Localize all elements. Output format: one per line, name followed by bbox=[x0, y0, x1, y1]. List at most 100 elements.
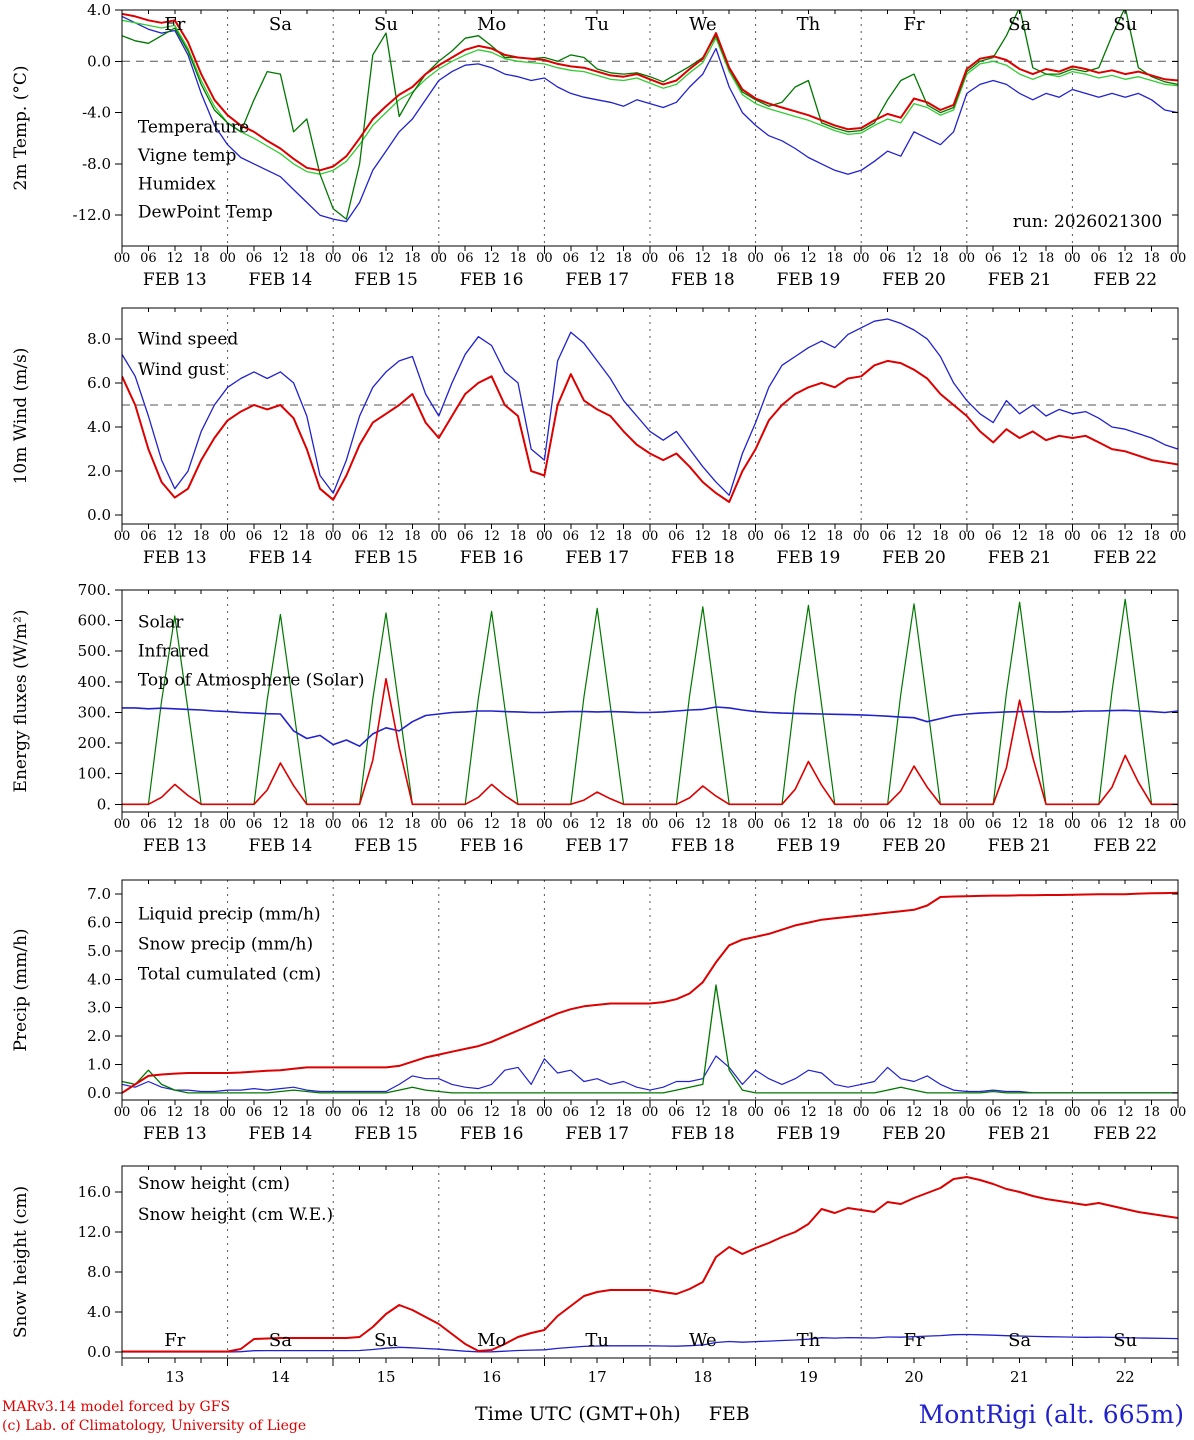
svg-text:FEB 17: FEB 17 bbox=[565, 1124, 629, 1144]
svg-text:06: 06 bbox=[563, 1105, 580, 1120]
svg-text:18: 18 bbox=[193, 817, 210, 832]
svg-text:06: 06 bbox=[879, 251, 896, 266]
svg-text:12: 12 bbox=[800, 1105, 817, 1120]
svg-text:06: 06 bbox=[140, 251, 157, 266]
svg-text:18: 18 bbox=[932, 1105, 949, 1120]
date-labels: FEB 13 FEB 14 FEB 15 FEB 16 FEB 17 FEB 18 FEB … bbox=[143, 1124, 1157, 1144]
svg-text:12: 12 bbox=[483, 817, 500, 832]
svg-text:06: 06 bbox=[351, 817, 368, 832]
svg-text:18: 18 bbox=[1038, 251, 1055, 266]
svg-text:12: 12 bbox=[272, 817, 289, 832]
hour-labels: 00 06 12 18 00 06 12 18 00 06 12 18 00 06 12 18 00 06 12 18… bbox=[114, 529, 1187, 544]
svg-text:12: 12 bbox=[167, 529, 184, 544]
svg-text:FEB 13: FEB 13 bbox=[143, 270, 207, 290]
svg-text:-4.0: -4.0 bbox=[82, 104, 111, 122]
svg-text:12.0: 12.0 bbox=[78, 1223, 111, 1241]
snow-height-panel: 0.0 4.0 8.0 12.0 16.0 13 14 15 16 17 18 19 20 21 22 Fr S… bbox=[11, 1165, 1179, 1386]
svg-text:FEB 20: FEB 20 bbox=[882, 1124, 946, 1144]
svg-text:Th: Th bbox=[797, 1330, 821, 1351]
svg-text:00: 00 bbox=[114, 817, 131, 832]
svg-text:12: 12 bbox=[483, 1105, 500, 1120]
svg-text:06: 06 bbox=[140, 1105, 157, 1120]
energy-flux-panel: 0.100.200.300.400.500.600.700.00 06 12 18 00… bbox=[11, 581, 1187, 856]
svg-text:00: 00 bbox=[853, 251, 870, 266]
svg-text:Sa: Sa bbox=[1008, 1330, 1031, 1351]
svg-text:00: 00 bbox=[1170, 251, 1187, 266]
svg-text:06: 06 bbox=[457, 1105, 474, 1120]
svg-text:12: 12 bbox=[483, 251, 500, 266]
date-labels: FEB 13 FEB 14 FEB 15 FEB 16 FEB 17 FEB 18 FEB … bbox=[143, 270, 1157, 290]
svg-text:00: 00 bbox=[536, 529, 553, 544]
svg-text:00: 00 bbox=[959, 251, 976, 266]
svg-text:We: We bbox=[689, 1330, 717, 1351]
precip-panel: 0.0 1.0 2.0 3.0 4.0 5.0 6.0 7.0 00 06 12 18 00 06 12 18… bbox=[11, 879, 1186, 1144]
svg-text:FEB 15: FEB 15 bbox=[354, 1124, 418, 1144]
svg-text:2.0: 2.0 bbox=[87, 462, 111, 480]
svg-text:12: 12 bbox=[695, 529, 712, 544]
hour-labels: 00 06 12 18 00 06 12 18 00 06 12 18 00 06 12 18 00 06 12 18… bbox=[114, 251, 1187, 266]
svg-text:12: 12 bbox=[589, 251, 606, 266]
svg-text:700.: 700. bbox=[78, 581, 111, 599]
svg-text:5.0: 5.0 bbox=[87, 942, 111, 960]
svg-text:00: 00 bbox=[114, 529, 131, 544]
svg-text:18: 18 bbox=[404, 1105, 421, 1120]
svg-text:22: 22 bbox=[1116, 1368, 1135, 1386]
svg-text:00: 00 bbox=[1064, 251, 1081, 266]
svg-text:00: 00 bbox=[219, 1105, 236, 1120]
svg-text:FEB 18: FEB 18 bbox=[671, 548, 735, 568]
svg-text:06: 06 bbox=[668, 529, 685, 544]
svg-text:Tu: Tu bbox=[585, 14, 609, 35]
series-wind-speed bbox=[122, 359, 1178, 503]
y-axis-title: 10m Wind (m/s) bbox=[11, 348, 31, 485]
svg-text:Snow precip (mm/h): Snow precip (mm/h) bbox=[138, 935, 313, 955]
svg-text:18: 18 bbox=[510, 529, 527, 544]
svg-text:06: 06 bbox=[140, 817, 157, 832]
svg-text:00: 00 bbox=[431, 251, 448, 266]
svg-text:14: 14 bbox=[271, 1368, 290, 1386]
svg-text:00: 00 bbox=[114, 1105, 131, 1120]
svg-text:12: 12 bbox=[1117, 817, 1134, 832]
svg-text:FEB 19: FEB 19 bbox=[777, 1124, 841, 1144]
svg-text:18: 18 bbox=[1038, 529, 1055, 544]
svg-text:20: 20 bbox=[904, 1368, 923, 1386]
axis-ticks bbox=[115, 1166, 1179, 1366]
svg-text:FEB 20: FEB 20 bbox=[882, 548, 946, 568]
svg-text:18: 18 bbox=[827, 529, 844, 544]
svg-text:00: 00 bbox=[747, 1105, 764, 1120]
svg-text:400.: 400. bbox=[78, 673, 111, 691]
svg-text:Top of Atmosphere (Solar): Top of Atmosphere (Solar) bbox=[138, 670, 365, 690]
svg-text:00: 00 bbox=[431, 817, 448, 832]
svg-text:06: 06 bbox=[563, 251, 580, 266]
month-label: FEB bbox=[708, 1403, 750, 1425]
y-tick-labels: 0.0 4.0 8.0 12.0 16.0 bbox=[78, 1183, 111, 1361]
svg-text:FEB 16: FEB 16 bbox=[460, 1124, 524, 1144]
svg-text:18: 18 bbox=[193, 529, 210, 544]
svg-text:Th: Th bbox=[797, 14, 821, 35]
x-axis-title-block: Time UTC (GMT+0h) FEB bbox=[475, 1398, 750, 1425]
svg-text:FEB 20: FEB 20 bbox=[882, 270, 946, 290]
svg-text:16: 16 bbox=[482, 1368, 501, 1386]
svg-text:FEB 13: FEB 13 bbox=[143, 1124, 207, 1144]
svg-text:18: 18 bbox=[721, 529, 738, 544]
svg-text:FEB 13: FEB 13 bbox=[143, 548, 207, 568]
svg-text:06: 06 bbox=[879, 1105, 896, 1120]
credit-line-2: (c) Lab. of Climatology, University of L… bbox=[2, 1417, 307, 1434]
svg-text:06: 06 bbox=[246, 251, 263, 266]
svg-text:00: 00 bbox=[1170, 529, 1187, 544]
legend: Wind speed Wind gust bbox=[138, 330, 239, 380]
day-gridlines bbox=[227, 10, 1073, 246]
svg-text:We: We bbox=[689, 14, 717, 35]
svg-text:Wind gust: Wind gust bbox=[138, 360, 225, 380]
svg-text:18: 18 bbox=[615, 529, 632, 544]
svg-text:18: 18 bbox=[827, 817, 844, 832]
axis-ticks bbox=[115, 308, 1179, 532]
svg-text:00: 00 bbox=[747, 817, 764, 832]
date-labels: FEB 13 FEB 14 FEB 15 FEB 16 FEB 17 FEB 18 FEB … bbox=[143, 836, 1157, 856]
svg-text:12: 12 bbox=[1011, 1105, 1028, 1120]
svg-text:Snow height (cm): Snow height (cm) bbox=[138, 1174, 290, 1194]
svg-text:0.0: 0.0 bbox=[87, 52, 111, 70]
svg-text:FEB 14: FEB 14 bbox=[249, 548, 313, 568]
svg-text:FEB 13: FEB 13 bbox=[143, 836, 207, 856]
temperature-panel: 4.0 0.0 -4.0 -8.0 -12.0 00 06 12 18 00 06 12 18 00 06 1… bbox=[11, 1, 1187, 290]
hour-labels: 00 06 12 18 00 06 12 18 00 06 12 18 00 06 12 18 00 06 12 18… bbox=[114, 817, 1187, 832]
